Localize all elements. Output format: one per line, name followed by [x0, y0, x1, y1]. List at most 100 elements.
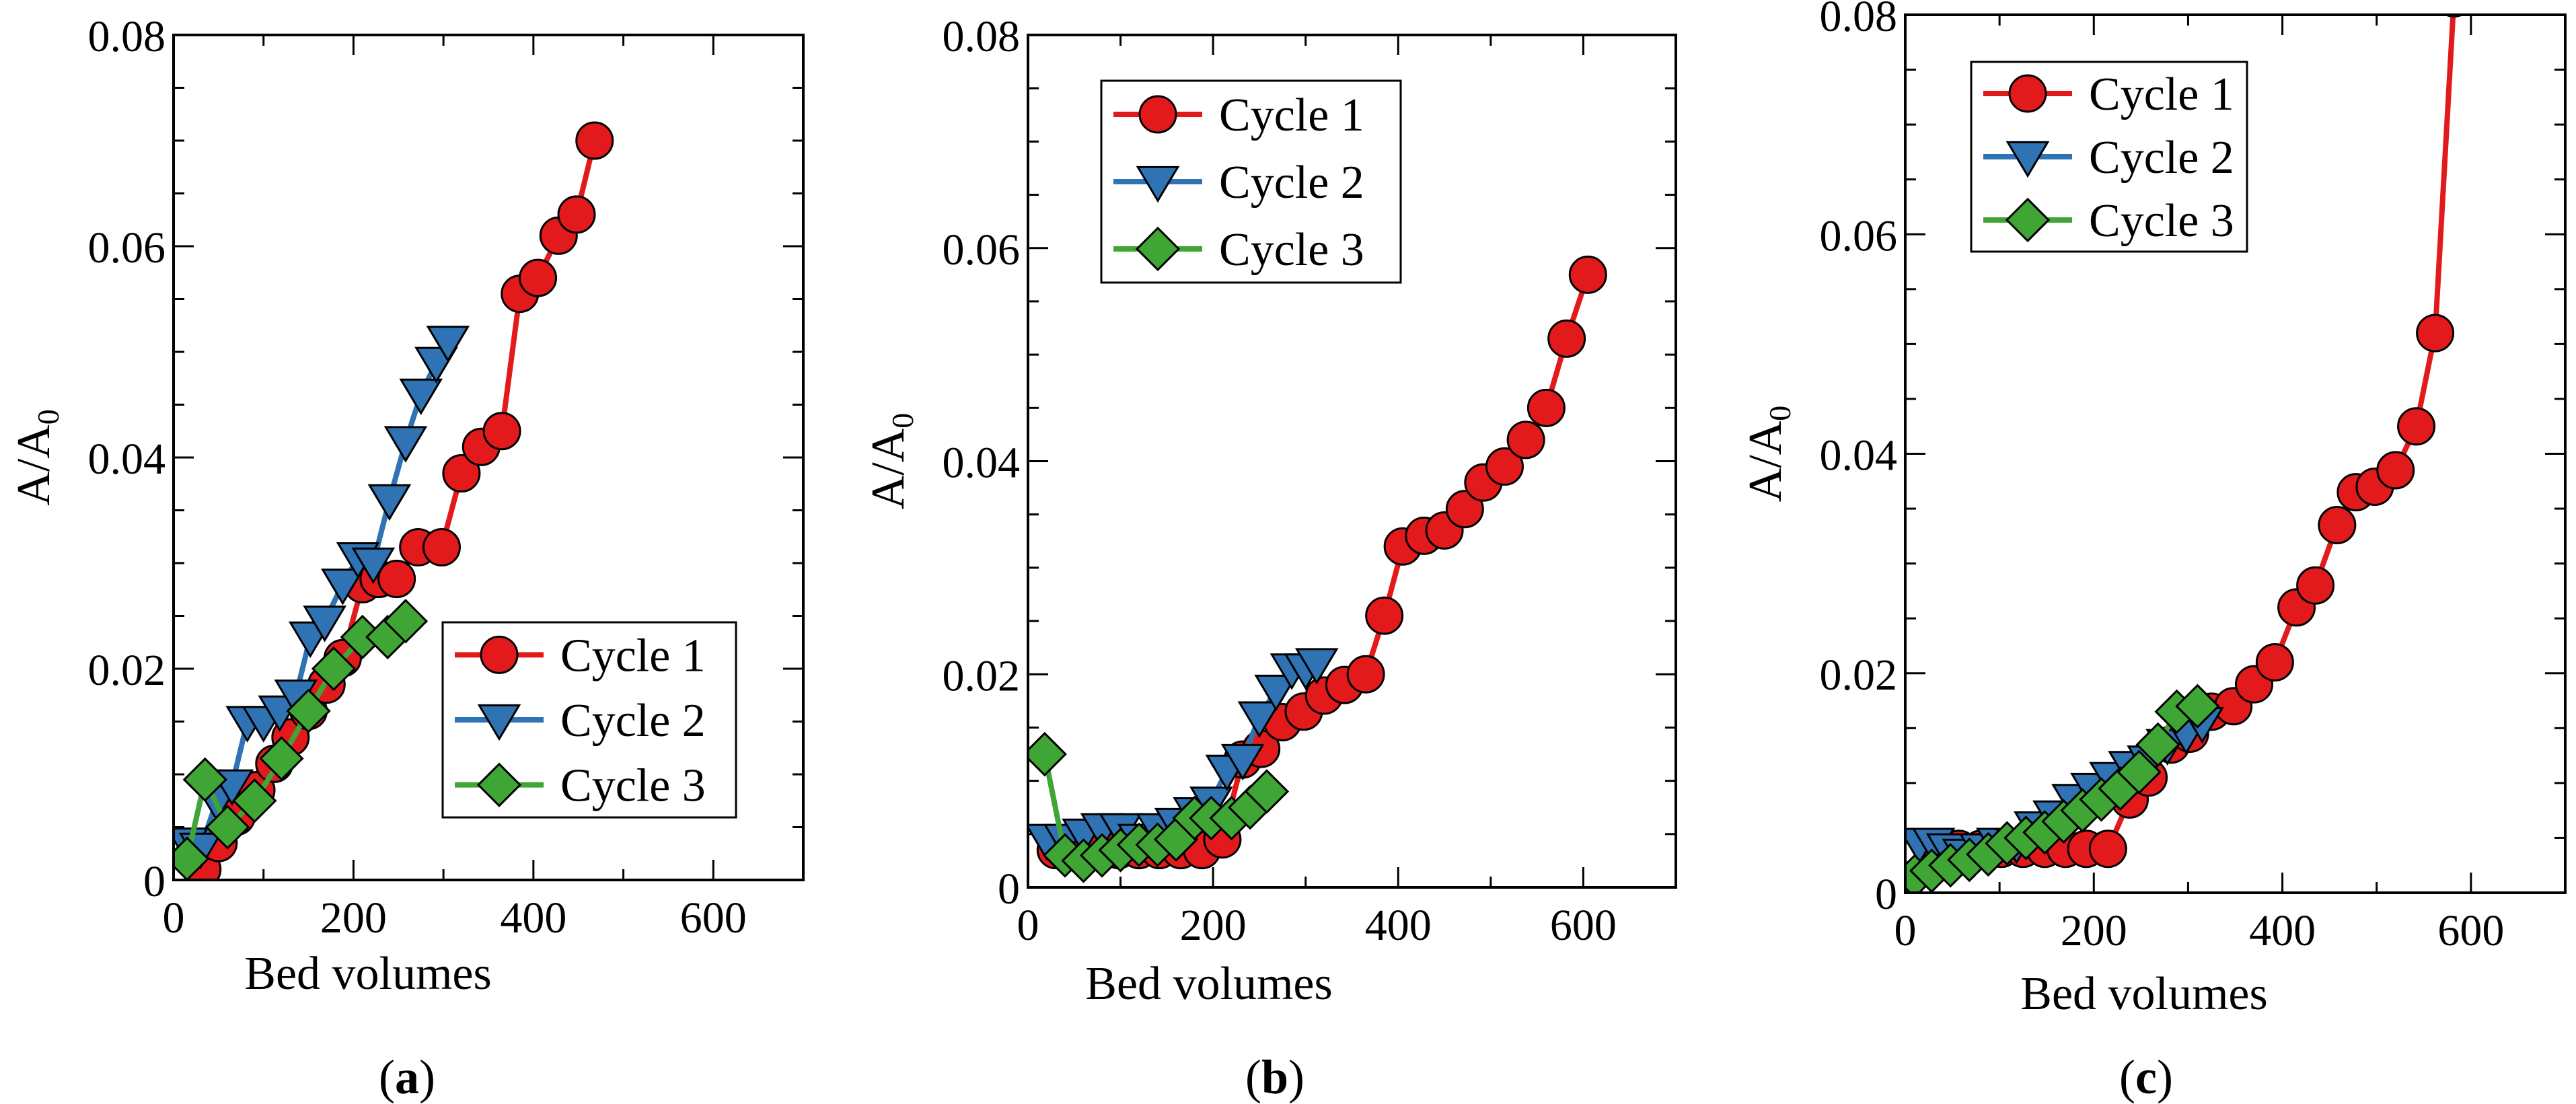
data-point [205, 805, 250, 850]
chart-panel-a: 0 200 400 600 0 0.02 0.04 0.06 0.08 Bed volumes A/… [8, 12, 805, 1104]
x-tick-label: 200 [1180, 901, 1247, 950]
data-point [2397, 407, 2436, 446]
legend-marker [2005, 197, 2051, 243]
data-point [1506, 420, 1545, 459]
y-tick-label: 0.02 [88, 646, 166, 695]
x-axis-title: Bed volumes [2020, 968, 2267, 1020]
x-tick-label: 0 [163, 893, 185, 943]
legend-marker [476, 762, 522, 807]
legend-marker [1136, 165, 1180, 203]
y-tick-label: 0.04 [88, 435, 166, 484]
y-tick-label: 0.06 [1820, 211, 1898, 260]
data-point [1346, 655, 1385, 694]
data-point [2117, 749, 2162, 795]
data-point [383, 426, 428, 463]
panel-label: (c) [2119, 1050, 2173, 1104]
series-cycle-3 [1905, 684, 2220, 893]
legend-label: Cycle 2 [1219, 157, 1364, 209]
data-point [351, 547, 396, 585]
x-tick-label: 400 [1365, 901, 1432, 950]
data-point [1445, 490, 1484, 529]
series-cycle-1 [1036, 255, 1607, 870]
series-cycle-3 [1028, 731, 1290, 883]
x-tick-label: 0 [1894, 906, 1917, 955]
y-tick-label: 0.04 [1820, 431, 1898, 480]
data-point [482, 412, 521, 451]
data-point [557, 195, 596, 234]
data-point [575, 121, 614, 160]
x-tick-label: 600 [1550, 901, 1617, 950]
y-axis-title: A/A0 [8, 409, 65, 506]
legend-marker [1135, 226, 1181, 272]
data-point [1568, 255, 1607, 294]
data-point [1220, 743, 1265, 781]
legend-label: Cycle 1 [2089, 69, 2234, 120]
data-point [1254, 674, 1298, 712]
y-tick-label: 0.08 [88, 12, 166, 61]
legend-label: Cycle 1 [560, 630, 706, 682]
x-tick-label: 200 [2061, 906, 2127, 955]
data-point [367, 484, 412, 521]
data-point [1526, 388, 1566, 427]
legend-label: Cycle 2 [560, 695, 706, 747]
legend-label: Cycle 2 [2089, 132, 2234, 184]
data-point [1365, 596, 1404, 635]
y-tick-label: 0.04 [943, 439, 1021, 488]
data-point [2416, 314, 2455, 353]
legend-marker [480, 635, 519, 674]
y-tick-label: 0.08 [1820, 0, 1898, 41]
legend-label: Cycle 1 [1219, 89, 1364, 141]
y-tick-label: 0.06 [943, 225, 1021, 274]
legend-marker [2005, 141, 2050, 178]
data-point [2376, 451, 2415, 490]
data-point [311, 646, 357, 692]
legend: Cycle 1 Cycle 2 Cycle 3 [1970, 61, 2248, 253]
legend-marker [1138, 95, 1177, 134]
chart-panel-c: 0 200 400 600 0 0.02 0.04 0.06 0.08 Bed volumes A/… [1740, 0, 2567, 1104]
data-point [259, 736, 304, 781]
legend: Cycle 1 Cycle 2 Cycle 3 [1100, 79, 1402, 284]
y-axis-title: A/A0 [1740, 406, 1797, 503]
data-point [286, 688, 331, 733]
data-point [303, 605, 346, 642]
data-point [442, 454, 481, 493]
panel-label: (b) [1245, 1050, 1304, 1104]
x-tick-label: 600 [2437, 906, 2504, 955]
data-point [1294, 648, 1339, 685]
legend-label: Cycle 3 [1219, 224, 1364, 276]
data-point [2318, 506, 2357, 545]
x-axis-title: Bed volumes [1085, 958, 1332, 1010]
x-tick-label: 400 [2249, 906, 2316, 955]
y-tick-label: 0.02 [1820, 651, 1898, 700]
panel-label: (a) [379, 1050, 435, 1104]
data-point [1547, 319, 1586, 358]
y-tick-label: 0 [1875, 870, 1897, 919]
x-tick-label: 400 [500, 893, 566, 943]
data-point [321, 568, 365, 605]
data-point [2135, 722, 2180, 767]
legend-label: Cycle 3 [2089, 195, 2234, 247]
data-point [1028, 731, 1067, 777]
y-tick-label: 0 [998, 864, 1020, 914]
data-point [519, 258, 558, 297]
data-point [399, 378, 443, 416]
y-tick-label: 0.02 [943, 651, 1021, 700]
series-cycle-2 [174, 326, 470, 870]
series-cycle-3 [174, 599, 429, 880]
data-point [2088, 830, 2127, 869]
data-point [232, 778, 277, 823]
data-point [1485, 447, 1524, 486]
chart-panel-b: 0 200 400 600 0 0.02 0.04 0.06 0.08 Bed volumes A/… [862, 12, 1677, 1104]
x-tick-label: 200 [320, 893, 387, 943]
plot-frame [1904, 13, 2567, 894]
y-tick-label: 0.06 [88, 223, 166, 272]
x-tick-label: 600 [680, 893, 747, 943]
plot-frame [1027, 34, 1677, 889]
series-line [1056, 274, 1591, 853]
data-point [1244, 769, 1290, 814]
data-point [422, 527, 461, 566]
data-point [2296, 566, 2335, 605]
data-point [377, 560, 416, 599]
x-axis-title: Bed volumes [244, 948, 491, 1000]
